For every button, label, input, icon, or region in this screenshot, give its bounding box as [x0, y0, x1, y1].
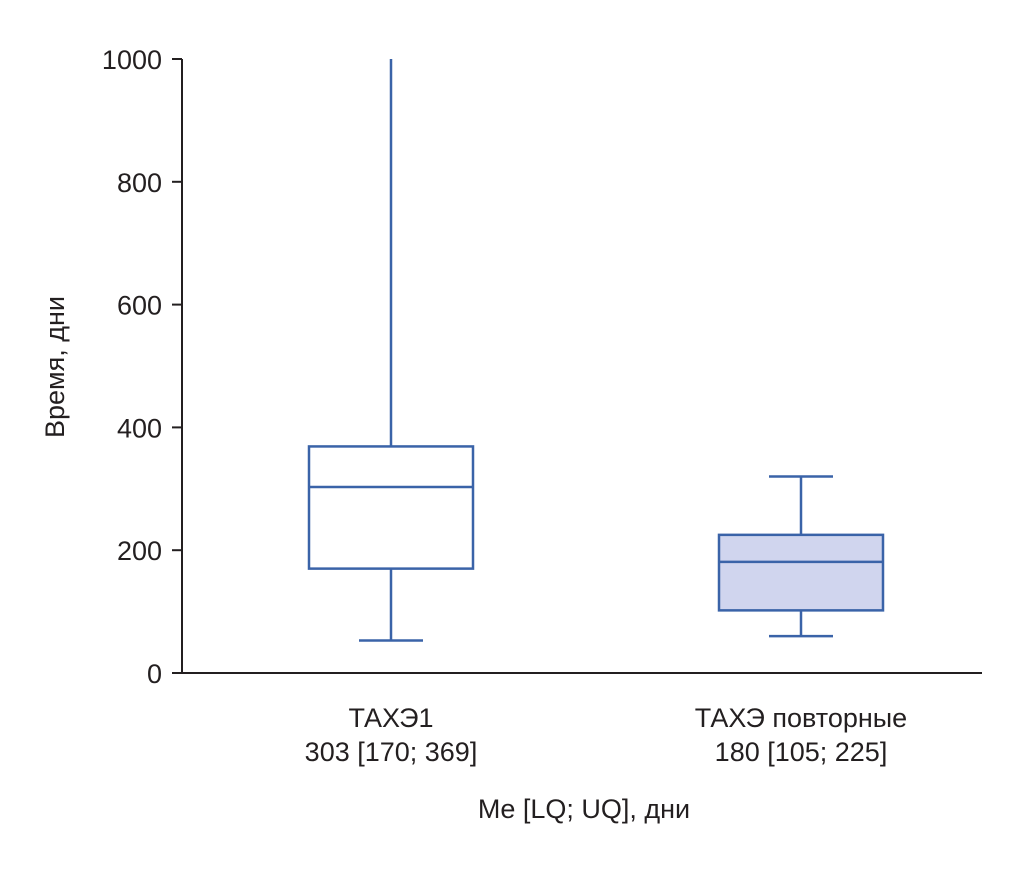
category-summary-label: 180 [105; 225] [715, 737, 888, 767]
y-axis: 0 200 400 600 800 1000 [102, 45, 183, 689]
category-label: ТАХЭ1 [348, 703, 433, 733]
y-tick-label: 0 [147, 659, 162, 689]
boxes: ТАХЭ1 303 [170; 369] ТАХЭ повторные 180 [10… [305, 59, 907, 767]
box-group: ТАХЭ повторные 180 [105; 225] [695, 475, 907, 767]
y-tick-label: 800 [117, 168, 162, 198]
y-tick-label: 400 [117, 413, 162, 443]
y-tick-label: 1000 [102, 45, 162, 75]
y-axis-title: Время, дни [40, 296, 70, 438]
y-tick-label: 200 [117, 536, 162, 566]
x-axis-title: Me [LQ; UQ], дни [478, 794, 690, 824]
iqr-box [717, 533, 885, 612]
box-group: ТАХЭ1 303 [170; 369] [305, 59, 478, 767]
category-label: ТАХЭ повторные [695, 703, 907, 733]
category-summary-label: 303 [170; 369] [305, 737, 478, 767]
iqr-box [307, 445, 475, 570]
y-tick-label: 600 [117, 291, 162, 321]
